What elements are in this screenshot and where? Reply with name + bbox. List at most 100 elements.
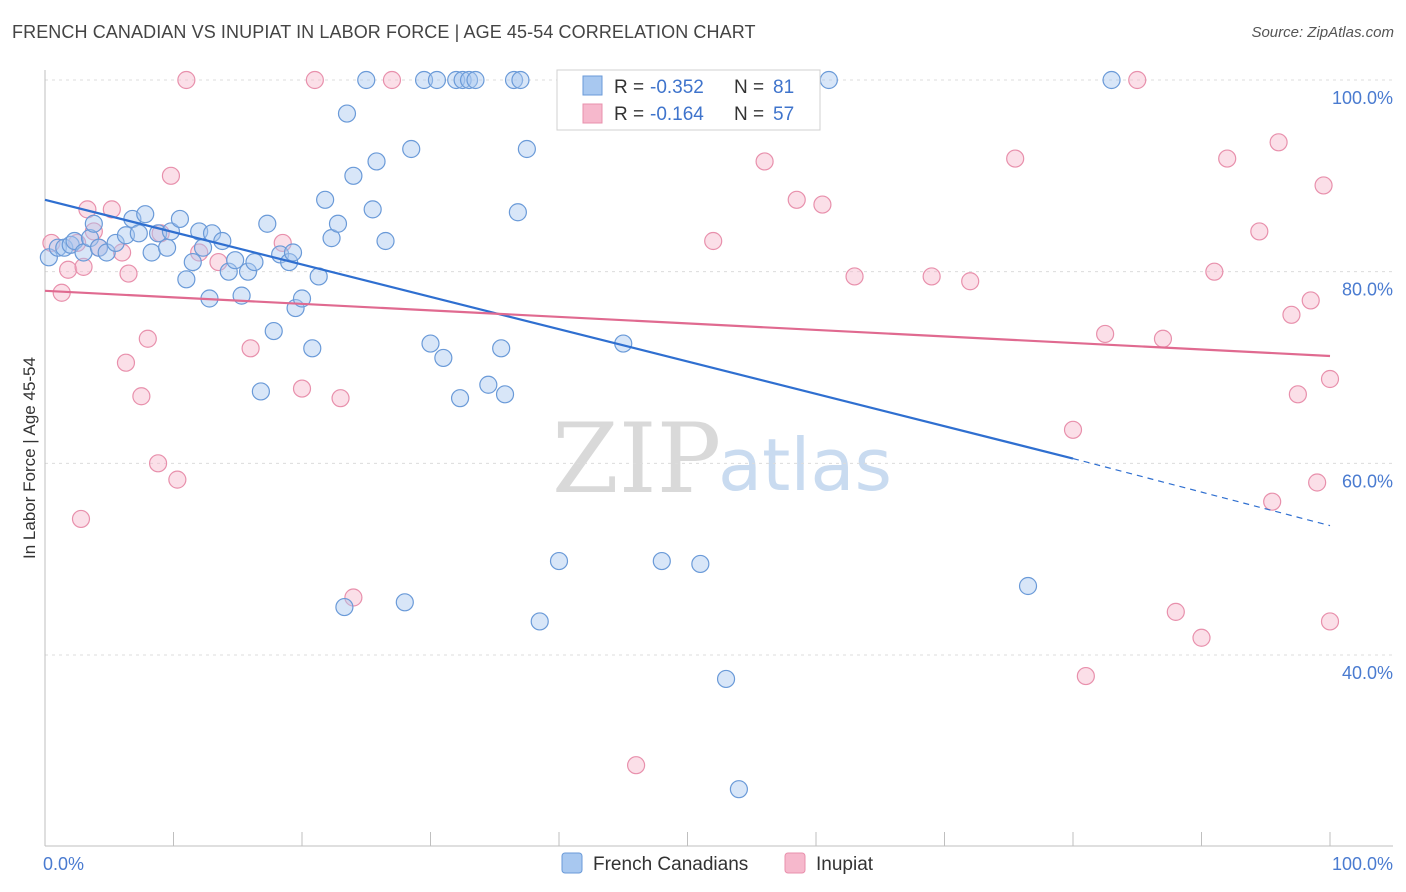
french-canadians-point [219,262,238,281]
french-canadians-point [328,214,348,233]
french-canadians-point [142,243,161,262]
inupiat-point [1096,324,1115,344]
french-canadians-point [691,554,710,574]
french-canadians-point [367,152,386,171]
y-tick-label-40: 40.0% [1342,663,1393,683]
french-canadians-point [427,70,447,90]
french-canadians-point [283,243,303,262]
stats-n-label-pink: N = [734,104,764,125]
french-canadians-point [170,209,190,229]
french-canadians-point [421,334,440,353]
french-canadians-point [238,262,258,281]
inupiat-point [71,509,91,529]
stats-legend-swatch-pink [582,103,603,124]
chart-title: FRENCH CANADIAN VS INUPIAT IN LABOR FORC… [12,22,756,42]
french-canadians-point [335,597,354,617]
french-canadians-point [530,612,549,631]
french-canadians-point [376,231,395,251]
french-canadians-point [447,70,466,90]
french-canadians-point [177,270,196,289]
inupiat-point [1128,70,1147,90]
inupiat-point [813,195,832,214]
inupiat-point [1288,385,1307,404]
inupiat-point [241,339,260,358]
french-canadians-point [157,238,177,257]
inupiat-point [74,257,93,276]
inupiat-point [1301,291,1320,310]
french-canadians-point [819,70,838,90]
inupiat-point [1282,305,1301,324]
inupiat-point [112,243,132,262]
stats-r-value-pink: -0.164 [650,104,704,125]
inupiat-point [1076,666,1095,686]
inupiat-point [59,260,78,279]
french-canadians-point [414,70,434,90]
inupiat-point [161,166,181,185]
inupiat-point [1218,149,1237,168]
inupiat-point [292,379,312,398]
inupiat-point [116,353,136,372]
inupiat-point [102,200,121,219]
legend-label-inupiat: Inupiat [816,854,874,875]
french-canadians-point [716,669,736,689]
french-canadians-point [402,139,421,159]
inupiat-point [1314,176,1333,195]
french-canadians-point [492,339,511,358]
french-canadians-point [395,593,414,612]
inupiat-point [704,231,723,251]
french-canadians-point [652,551,671,571]
french-canadians-point [450,389,470,408]
inupiat-point [1250,222,1269,241]
stats-n-value-blue: 81 [773,77,794,98]
french-canadians-point [453,70,472,90]
inupiat-point [132,387,151,406]
french-canadians-point [264,321,283,341]
french-canadians-point [303,339,322,358]
french-canadians-point [549,551,569,571]
inupiat-point [1269,133,1288,152]
inupiat-point [1320,612,1340,631]
french-canadians-point [363,200,382,219]
inupiat-point [138,329,157,348]
french-canadians-point [1018,576,1038,596]
stats-r-label-blue: R = [614,77,644,98]
french-canadians-point [729,780,749,799]
inupiat-point [626,756,646,775]
french-canadians-point [466,70,485,90]
inupiat-point [1308,473,1327,492]
watermark-zip: ZIP [552,403,721,515]
x-tick-label-min: 0.0% [43,854,84,874]
inupiat-point [331,389,350,408]
legend-swatch-inupiat [784,852,806,874]
y-tick-label-60: 60.0% [1342,471,1393,491]
legend-swatch-french-canadians [561,852,583,874]
trend-line-french-canadians-extension [1072,457,1331,527]
french-canadians-point [495,385,515,404]
inupiat-point [845,267,864,286]
french-canadians-point [511,70,530,90]
french-canadians-point [357,70,376,90]
trend-line-french-canadians [44,198,1074,460]
french-canadians-point [504,70,524,90]
french-canadians-point [84,214,103,233]
x-tick-label-max: 100.0% [1332,854,1393,874]
inupiat-point [1192,628,1211,647]
french-canadians-point [1102,70,1121,90]
french-canadians-point [245,252,264,272]
inupiat-point [1205,262,1224,281]
french-canadians-point [129,224,148,243]
inupiat-point [922,267,941,286]
stats-n-value-pink: 57 [773,104,794,125]
trend-lines [44,198,1331,527]
inupiat-point [755,152,774,171]
inupiat-point [177,70,196,90]
inupiat-point [1263,492,1282,511]
french-canadians-point [106,233,125,253]
inupiat-point [1166,602,1185,621]
watermark-atlas: atlas [718,423,892,507]
inupiat-point [1063,420,1083,439]
tick-labels: 40.0% 60.0% 80.0% 100.0% 0.0% 100.0% [43,88,1393,874]
trend-line-inupiat [44,289,1331,358]
stats-legend: R = -0.352 N = 81 R = -0.164 N = 57 [556,69,821,131]
y-tick-label-80: 80.0% [1342,280,1393,300]
